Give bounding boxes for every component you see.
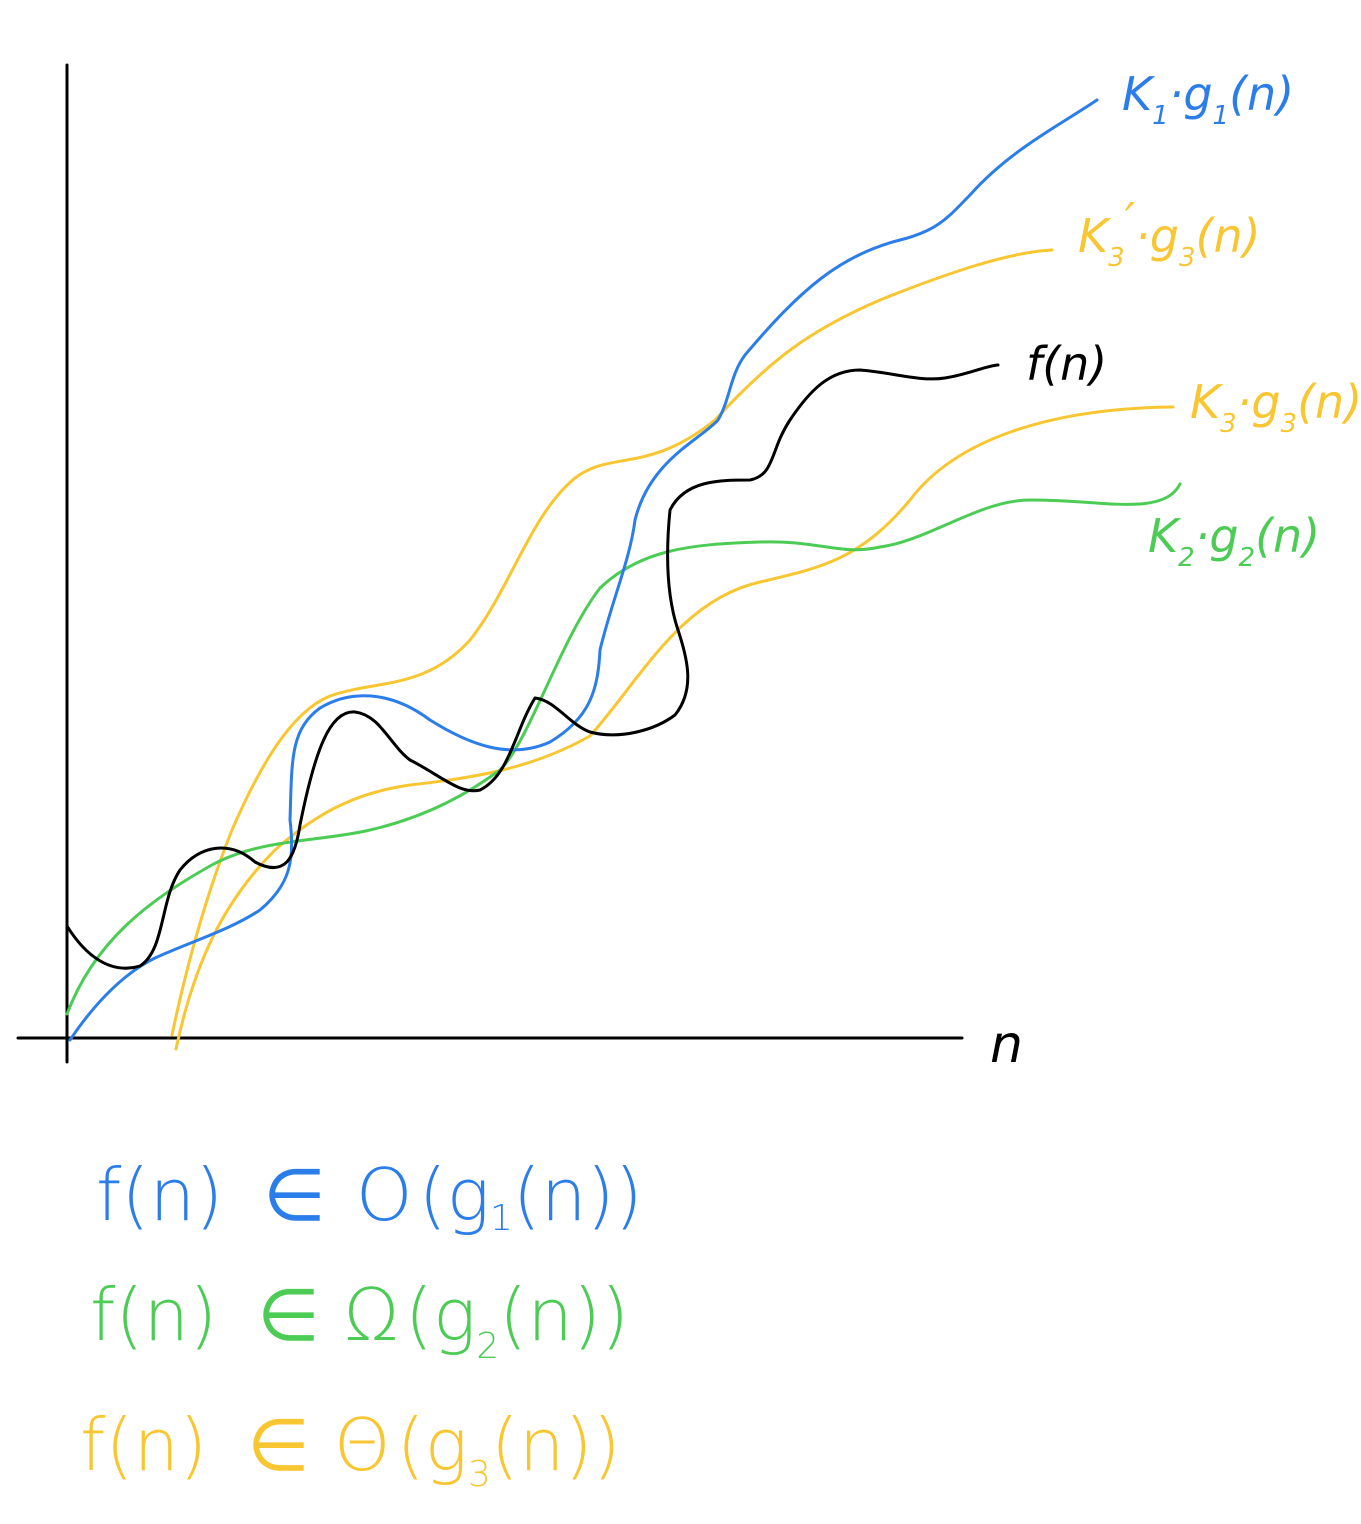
curve-k3-prime-g3 — [170, 248, 1054, 1037]
curve-k3-g3 — [174, 405, 1175, 1051]
curve-k2-g2 — [65, 482, 1182, 1016]
label-f: f(n) — [1026, 337, 1107, 391]
x-axis-label: n — [990, 1015, 1023, 1075]
equation-big-omega: f(n) ∈ Ω(g2(n)) — [90, 1273, 629, 1367]
label-k3-g3: K3·g3(n) — [1190, 375, 1361, 439]
label-k1-g1: K1·g1(n) — [1122, 67, 1294, 131]
curve-k1-g1 — [68, 98, 1099, 1042]
label-k3-prime-g3: K3′·g3(n) — [1078, 193, 1261, 273]
equation-big-theta: f(n) ∈ Θ(g3(n)) — [80, 1403, 621, 1495]
curve-f — [65, 363, 1000, 970]
equation-big-o: f(n) ∈ O(g1(n)) — [96, 1153, 643, 1239]
label-k2-g2: K2·g2(n) — [1148, 509, 1320, 573]
